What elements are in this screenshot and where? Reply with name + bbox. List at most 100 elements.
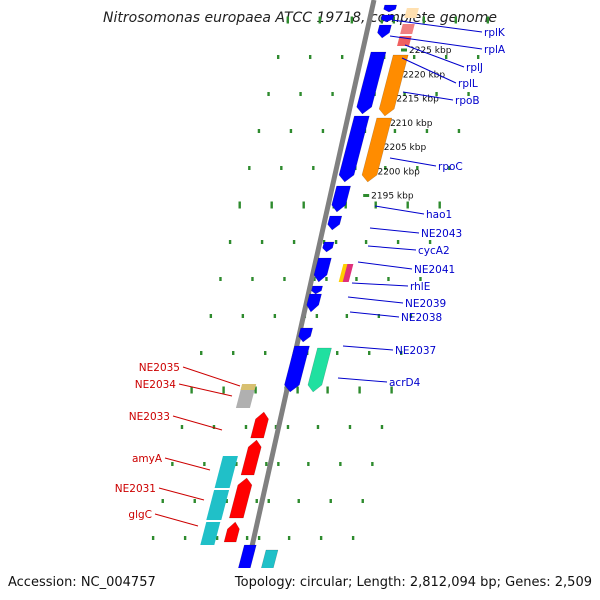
reverse-leader-line — [182, 366, 241, 387]
forward-leader-line — [404, 44, 465, 68]
kbp-label: 2210 kbp — [390, 119, 433, 129]
topology-text: Topology: circular; Length: 2,812,094 bp… — [234, 575, 592, 590]
kbp-label: 2195 kbp — [371, 192, 414, 202]
track-dot — [448, 166, 451, 170]
track-dot — [329, 499, 332, 503]
track-dot — [319, 536, 323, 540]
forward-gene-label: acrD4 — [389, 377, 421, 389]
track-dot — [180, 425, 184, 429]
track-dot — [374, 201, 377, 209]
track-dot — [273, 314, 277, 318]
track-dot — [403, 92, 406, 96]
gene-arrow — [377, 24, 392, 39]
track-dot — [348, 425, 352, 429]
track-dot — [274, 425, 278, 429]
gene-arrow — [240, 439, 262, 476]
forward-leader-line — [369, 227, 420, 234]
forward-leader-line — [374, 205, 425, 215]
forward-gene-label: NE2037 — [395, 345, 436, 357]
track-dot — [287, 536, 291, 540]
gene-arrow — [383, 4, 398, 13]
forward-leader-line — [349, 311, 400, 318]
track-dot — [241, 314, 245, 318]
gene-arrow — [311, 285, 323, 295]
track-dot — [251, 277, 254, 281]
track-dot — [238, 201, 241, 209]
track-dot — [232, 351, 235, 355]
gene-arrow — [250, 411, 269, 439]
track-dot — [257, 536, 261, 540]
track-dot — [203, 462, 206, 466]
forward-gene-label: rhlE — [410, 281, 430, 293]
track-dot — [254, 386, 257, 394]
forward-leader-line — [342, 345, 394, 351]
backbone-line — [237, 0, 377, 600]
track-dot — [340, 55, 344, 59]
track-dot — [364, 240, 368, 244]
kbp-tick — [363, 194, 370, 197]
track-dot — [151, 536, 155, 540]
track-dot — [245, 536, 249, 540]
track-dot — [387, 277, 390, 281]
track-dot — [228, 240, 232, 244]
track-dot — [193, 499, 196, 503]
track-dot — [454, 16, 457, 24]
track-dot — [422, 16, 425, 24]
track-dot — [312, 166, 315, 170]
forward-gene-label: rplA — [484, 44, 506, 56]
track-dot — [219, 277, 222, 281]
track-dot — [368, 351, 371, 355]
forward-gene-label: rpoB — [455, 95, 480, 107]
forward-leader-line — [367, 245, 417, 251]
gene-arrow — [306, 293, 322, 313]
track-dot — [302, 201, 305, 209]
track-dot — [339, 462, 342, 466]
reverse-leader-line — [164, 457, 211, 471]
track-dot — [435, 92, 438, 96]
track-dot — [183, 536, 187, 540]
reverse-gene-label: NE2034 — [135, 379, 177, 391]
forward-leader-line — [402, 91, 454, 101]
gene-arrow — [331, 185, 351, 213]
reverse-leader-line — [172, 415, 223, 431]
forward-gene-label: NE2041 — [414, 264, 455, 276]
track-dot — [296, 386, 299, 394]
track-dot — [200, 351, 203, 355]
track-dot — [444, 55, 448, 59]
track-dot — [380, 425, 384, 429]
track-dot — [260, 240, 264, 244]
kbp-label: 2205 kbp — [384, 143, 427, 153]
kbp-label: 2200 kbp — [377, 167, 420, 177]
track-dot — [308, 55, 312, 59]
forward-gene-label: rplL — [458, 78, 478, 90]
track-dot — [358, 386, 361, 394]
track-dot — [336, 351, 339, 355]
forward-gene-label: cycA2 — [418, 245, 450, 257]
gene-arrow — [313, 257, 332, 283]
track-dot — [355, 277, 358, 281]
gene-block — [342, 264, 354, 282]
gene-block — [240, 384, 257, 390]
track-dot — [255, 499, 258, 503]
forward-gene-label: NE2043 — [421, 228, 462, 240]
track-dot — [215, 536, 219, 540]
genome-backbone — [237, 0, 377, 600]
accession-text: Accession: NC_004757 — [8, 575, 156, 590]
kbp-tick — [401, 48, 407, 52]
gene-arrow — [298, 327, 314, 343]
forward-leader-line — [389, 157, 437, 167]
track-dot — [371, 462, 374, 466]
forward-leader-line — [357, 261, 413, 270]
track-dot — [277, 462, 280, 466]
gene-arrow — [361, 117, 393, 183]
gene-features — [200, 4, 419, 600]
track-dot — [283, 277, 286, 281]
track-dot — [190, 386, 193, 394]
track-dot — [457, 129, 461, 133]
track-dot — [286, 16, 289, 24]
track-dot — [280, 166, 283, 170]
gene-arrow — [356, 51, 387, 115]
gene-block — [206, 490, 230, 520]
